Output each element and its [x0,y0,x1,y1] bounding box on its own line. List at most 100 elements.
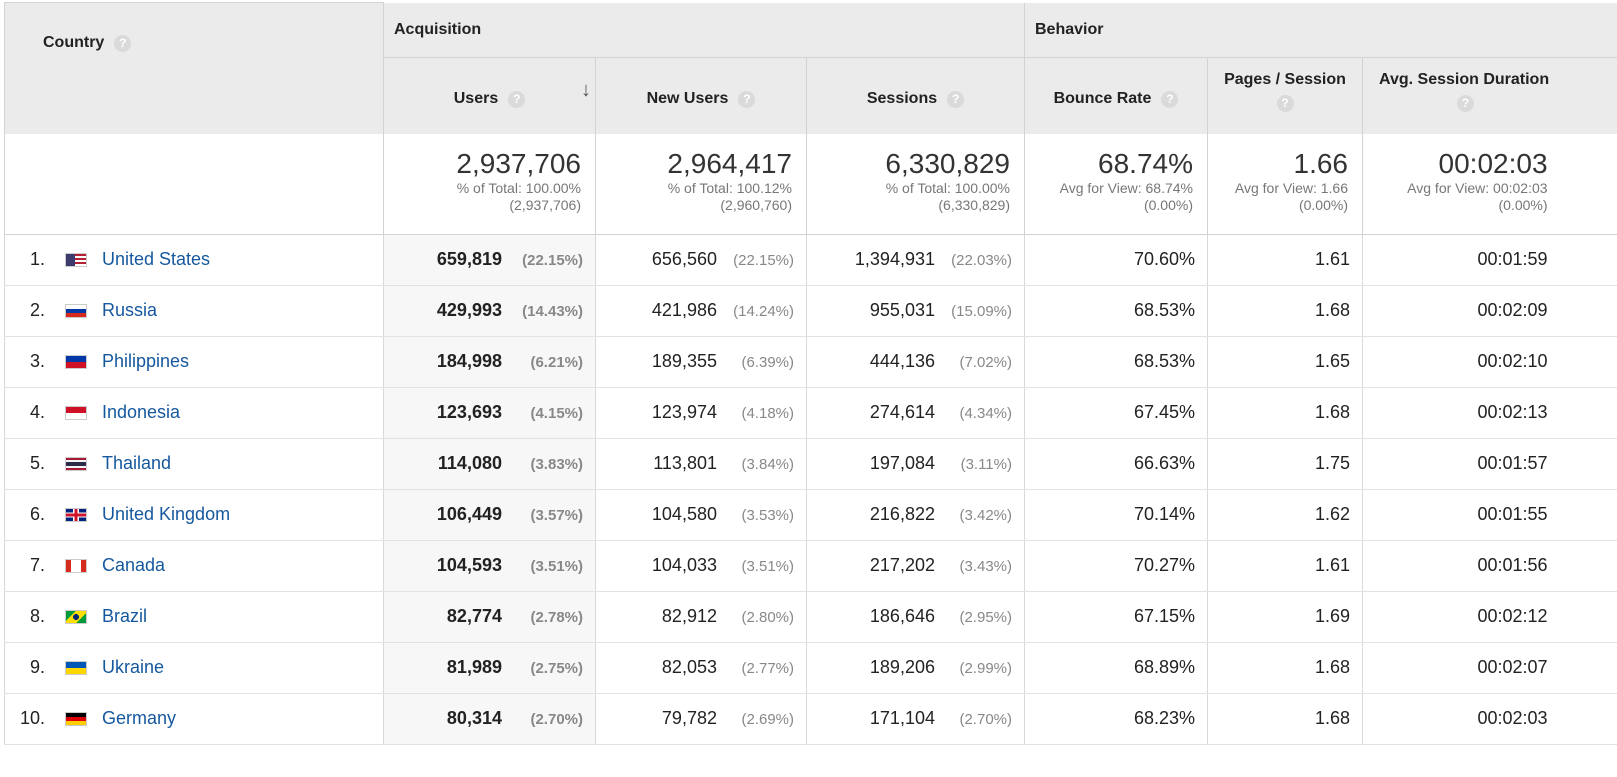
total-absolute: (0.00%) [1143,196,1193,213]
table-row[interactable]: 9. Ukraine 81,989 (2.75%) 82,053 (2.77%) … [4,642,1617,694]
sessions-value: 197,084 [869,453,935,473]
new-users-percent: (3.53%) [741,507,794,524]
analytics-table-container: Country? Acquisition Behavior Users? ↓ N… [4,2,1617,745]
users-column-header[interactable]: Users? ↓ [383,57,596,134]
country-link[interactable]: Philippines [102,351,190,371]
sessions-percent: (2.70%) [959,711,1012,728]
total-value: 2,964,417 [667,147,792,179]
acquisition-group-header: Acquisition [383,2,1025,58]
country-link[interactable]: United Kingdom [102,504,231,524]
total-value: 00:02:03 [1438,147,1548,179]
bounce-rate-cell: 68.53% [1024,285,1208,337]
new-users-value: 104,033 [651,555,717,575]
help-icon[interactable]: ? [1161,90,1179,108]
new-users-cell: 82,912 (2.80%) [595,591,807,643]
pages-session-cell: 1.68 [1207,693,1363,745]
users-percent: (2.70%) [530,711,583,728]
sessions-cell: 171,104 (2.70%) [806,693,1025,745]
sessions-percent: (22.03%) [951,252,1012,269]
gb-flag-icon [65,508,87,523]
new-users-percent: (2.69%) [741,711,794,728]
totals-row: 2,937,706 % of Total: 100.00% (2,937,706… [4,133,1617,235]
new-users-value: 104,580 [651,504,717,524]
pages-session-header-label: Pages / Session [1224,70,1346,88]
table-row[interactable]: 6. United Kingdom 106,449 (3.57%) 104,580… [4,489,1617,541]
country-link[interactable]: United States [102,249,211,269]
ua-flag-icon [65,661,87,676]
table-row[interactable]: 4. Indonesia 123,693 (4.15%) 123,974 (4.1… [4,387,1617,439]
sessions-cell: 189,206 (2.99%) [806,642,1025,694]
sessions-column-header[interactable]: Sessions? [806,57,1025,134]
table-row[interactable]: 5. Thailand 114,080 (3.83%) 113,801 (3.84… [4,438,1617,490]
total-percent: Avg for View: 00:02:03 [1407,179,1548,196]
totals-bounce-rate-cell: 68.74% Avg for View: 68.74% (0.00%) [1024,133,1208,235]
sort-descending-icon[interactable]: ↓ [581,78,591,101]
pages-session-cell: 1.65 [1207,336,1363,388]
help-icon[interactable]: ? [1276,94,1294,112]
new-users-value: 421,986 [651,300,717,320]
country-link[interactable]: Russia [102,300,158,320]
totals-new-users-cell: 2,964,417 % of Total: 100.12% (2,960,760… [595,133,807,235]
users-cell: 104,593 (3.51%) [383,540,596,592]
new-users-value: 123,974 [651,402,717,422]
new-users-value: 656,560 [651,249,717,269]
country-header-label: Country [43,34,105,52]
pages-session-value: 1.75 [1314,453,1350,473]
table-row[interactable]: 1. United States 659,819 (22.15%) 656,560… [4,234,1617,286]
country-link[interactable]: Germany [102,708,177,728]
total-value: 2,937,706 [456,147,581,179]
help-icon[interactable]: ? [1457,94,1474,112]
help-icon[interactable]: ? [508,90,526,108]
avg-session-duration-column-header[interactable]: Avg. Session Duration ? [1361,57,1617,134]
avg-session-duration-value: 00:02:09 [1477,300,1548,320]
users-percent: (2.78%) [530,609,583,626]
pages-session-column-header[interactable]: Pages / Session ? [1207,57,1363,134]
country-cell: 7. Canada [4,540,384,592]
table-row[interactable]: 8. Brazil 82,774 (2.78%) 82,912 (2.80%) 1… [4,591,1617,643]
users-cell: 123,693 (4.15%) [383,387,596,439]
country-report-table: Country? Acquisition Behavior Users? ↓ N… [4,2,1617,745]
users-cell: 184,998 (6.21%) [383,336,596,388]
total-percent: Avg for View: 68.74% [1059,179,1193,196]
new-users-value: 113,801 [653,453,717,473]
help-icon[interactable]: ? [947,90,965,108]
pages-session-value: 1.62 [1314,504,1350,524]
behavior-group-header: Behavior [1023,2,1617,58]
total-percent: % of Total: 100.00% [885,179,1010,196]
table-row[interactable]: 3. Philippines 184,998 (6.21%) 189,355 (6… [4,336,1617,388]
pages-session-value: 1.68 [1314,300,1350,320]
users-value: 123,693 [436,402,502,422]
help-icon[interactable]: ? [738,90,756,108]
new-users-value: 79,782 [661,708,717,728]
help-icon[interactable]: ? [114,34,132,52]
users-header-label: Users [453,90,499,108]
table-row[interactable]: 10. Germany 80,314 (2.70%) 79,782 (2.69%)… [4,693,1617,745]
id-flag-icon [65,406,87,421]
new-users-column-header[interactable]: New Users? [595,57,807,134]
bounce-rate-value: 70.60% [1133,249,1195,269]
total-absolute: (6,330,829) [938,196,1010,213]
sessions-value: 216,822 [869,504,935,524]
country-link[interactable]: Brazil [102,606,148,626]
country-link[interactable]: Canada [102,555,166,575]
users-cell: 81,989 (2.75%) [383,642,596,694]
users-value: 104,593 [436,555,502,575]
users-value: 429,993 [436,300,502,320]
bounce-rate-column-header[interactable]: Bounce Rate? [1024,57,1208,134]
totals-sessions-cell: 6,330,829 % of Total: 100.00% (6,330,829… [806,133,1025,235]
new-users-percent: (4.18%) [741,405,794,422]
pages-session-value: 1.65 [1314,351,1350,371]
country-link[interactable]: Thailand [102,453,172,473]
country-link[interactable]: Indonesia [102,402,181,422]
new-users-percent: (2.77%) [741,660,794,677]
table-row[interactable]: 2. Russia 429,993 (14.43%) 421,986 (14.24… [4,285,1617,337]
country-column-header[interactable]: Country? [4,2,384,134]
new-users-cell: 79,782 (2.69%) [595,693,807,745]
bounce-rate-value: 68.53% [1133,351,1195,371]
users-value: 106,449 [436,504,502,524]
bounce-rate-cell: 68.23% [1024,693,1208,745]
sessions-cell: 955,031 (15.09%) [806,285,1025,337]
table-row[interactable]: 7. Canada 104,593 (3.51%) 104,033 (3.51%)… [4,540,1617,592]
country-link[interactable]: Ukraine [102,657,165,677]
country-cell: 9. Ukraine [4,642,384,694]
